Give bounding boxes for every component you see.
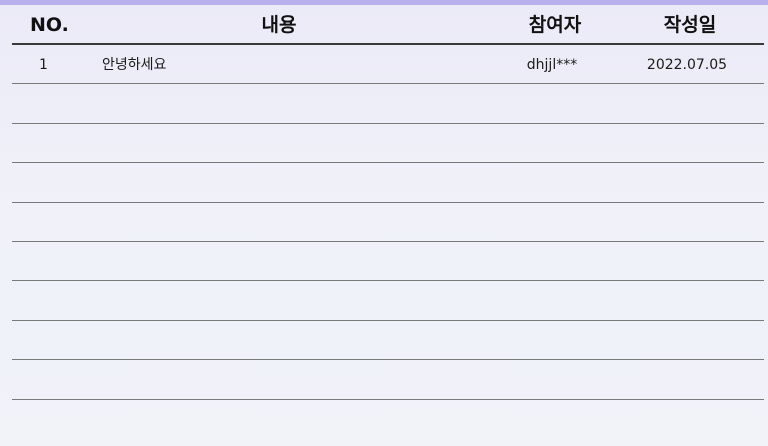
header-date: 작성일	[663, 14, 717, 36]
empty-table-row	[12, 84, 764, 124]
row-no: 1	[39, 57, 48, 73]
top-accent-bar	[0, 0, 768, 5]
header-no: NO.	[30, 14, 69, 36]
empty-table-row	[12, 163, 764, 203]
empty-table-row	[12, 124, 764, 164]
empty-table-row	[12, 281, 764, 321]
header-author: 참여자	[528, 14, 582, 36]
empty-table-row	[12, 321, 764, 361]
table-header: NO. 내용 참여자 작성일	[12, 5, 764, 45]
empty-table-row	[12, 360, 764, 400]
empty-table-row	[12, 203, 764, 242]
row-author: dhjjl***	[526, 57, 578, 73]
table-row[interactable]: 1 안녕하세요 dhjjl*** 2022.07.05	[12, 45, 764, 85]
header-content: 내용	[261, 14, 297, 36]
board-table: NO. 내용 참여자 작성일 1 안녕하세요 dhjjl*** 2022.07.…	[12, 5, 764, 400]
row-content[interactable]: 안녕하세요	[102, 57, 167, 73]
empty-table-row	[12, 242, 764, 282]
row-date: 2022.07.05	[646, 57, 728, 73]
